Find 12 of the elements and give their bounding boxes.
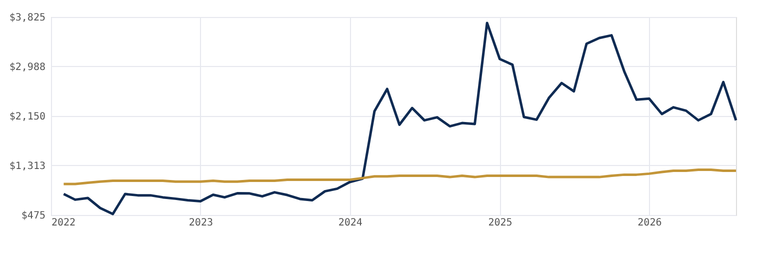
y-tick-label: $3,825 — [9, 12, 46, 24]
x-tick-label: 2026 — [638, 218, 662, 228]
x-tick-label: 2022 — [52, 218, 76, 228]
y-tick-label: $1,313 — [9, 160, 46, 172]
y-tick-label: $475 — [21, 210, 46, 222]
y-tick-label: $2,988 — [9, 62, 46, 73]
x-tick-label: 2023 — [188, 218, 213, 228]
y-tick-label: $2,150 — [9, 112, 46, 122]
line-series — [62, 22, 738, 216]
x-tick-label: 2024 — [338, 218, 362, 228]
x-tick-label: 2025 — [488, 218, 512, 228]
line-series — [62, 168, 738, 186]
